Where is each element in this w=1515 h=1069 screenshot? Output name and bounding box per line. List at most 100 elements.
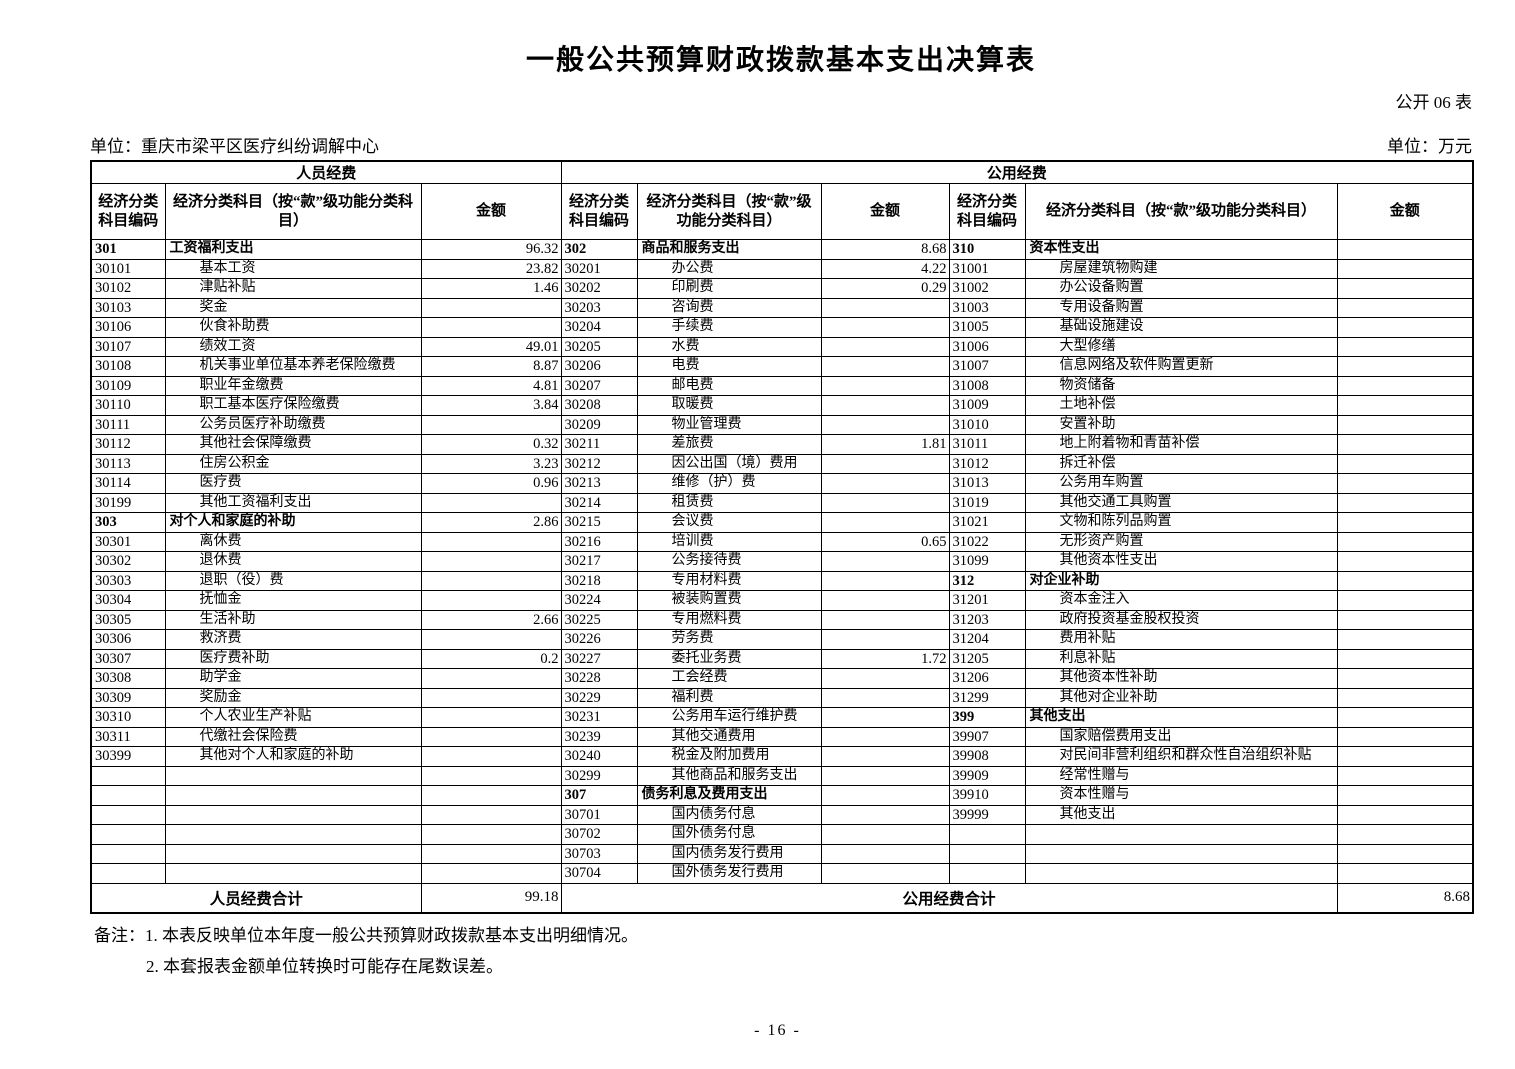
subject-cell: 对民间非营利组织和群众性自治组织补贴 — [1024, 746, 1338, 767]
amount-cell: 2.66 — [420, 609, 562, 630]
subject-cell: 资本金注入 — [1024, 590, 1338, 611]
amount-cell — [1336, 746, 1474, 767]
amount-cell: 23.82 — [420, 258, 562, 279]
amount-cell — [420, 297, 562, 318]
amount-cell — [420, 668, 562, 689]
table-row: 30305 生活补助 2.66 30225 专用燃料费 31203 政府投资基金股权投资 — [90, 609, 1474, 630]
amount-cell — [1336, 239, 1474, 260]
code-cell: 31204 — [948, 629, 1026, 650]
subject-cell: 机关事业单位基本养老保险缴费 — [164, 356, 422, 377]
table-row: 30299 其他商品和服务支出 39909 经常性赠与 — [90, 765, 1474, 786]
code-cell: 31203 — [948, 609, 1026, 630]
code-cell: 31299 — [948, 687, 1026, 708]
table-row: 30704 国外债务发行费用 — [90, 863, 1474, 884]
code-cell: 30301 — [90, 531, 166, 552]
notes: 备注：1. 本表反映单位本年度一般公共预算财政拨款基本支出明细情况。 2. 本套… — [94, 921, 1394, 982]
table-row: 30702 国外债务付息 — [90, 824, 1474, 845]
amount-cell — [420, 824, 562, 845]
amount-cell — [820, 551, 950, 572]
col-header-code-2: 经济分类科目编码 — [560, 183, 638, 240]
code-cell — [948, 824, 1026, 845]
subject-cell: 信息网络及软件购置更新 — [1024, 356, 1338, 377]
table-row: 301 工资福利支出 96.32 302 商品和服务支出 8.68 310 资本性支出 — [90, 239, 1474, 260]
amount-cell: 4.22 — [820, 258, 950, 279]
col-header-subject-3: 经济分类科目（按“款”级功能分类科目） — [1024, 183, 1338, 240]
code-cell: 39907 — [948, 726, 1026, 747]
code-cell: 31013 — [948, 473, 1026, 494]
table-row: 30311 代缴社会保险费 30239 其他交通费用 39907 国家赔偿费用支出 — [90, 726, 1474, 747]
amount-cell — [820, 336, 950, 357]
subject-cell: 其他交通费用 — [636, 726, 822, 747]
code-cell: 30303 — [90, 570, 166, 591]
code-cell: 31205 — [948, 648, 1026, 669]
amount-cell — [820, 512, 950, 533]
amount-cell — [820, 356, 950, 377]
table-row: 30112 其他社会保障缴费 0.32 30211 差旅费 1.81 31011 地上附着物和… — [90, 434, 1474, 455]
code-cell: 30201 — [560, 258, 638, 279]
personnel-total-amount: 99.18 — [420, 882, 562, 914]
subject-cell — [164, 765, 422, 786]
subject-cell: 国外债务付息 — [636, 824, 822, 845]
subject-cell: 基本工资 — [164, 258, 422, 279]
public-total-amount: 8.68 — [1336, 882, 1474, 914]
table-row: 30107 绩效工资 49.01 30205 水费 31006 大型修缮 — [90, 336, 1474, 357]
amount-cell — [420, 590, 562, 611]
subject-cell: 办公设备购置 — [1024, 278, 1338, 299]
table-row: 30301 离休费 30216 培训费 0.65 31022 无形资产购置 — [90, 531, 1474, 552]
subject-cell: 其他对个人和家庭的补助 — [164, 746, 422, 767]
subject-cell: 基础设施建设 — [1024, 317, 1338, 338]
code-cell: 30228 — [560, 668, 638, 689]
amount-cell — [820, 297, 950, 318]
amount-cell — [420, 707, 562, 728]
amount-cell — [420, 765, 562, 786]
table-row: 30309 奖励金 30229 福利费 31299 其他对企业补助 — [90, 687, 1474, 708]
code-cell: 30310 — [90, 707, 166, 728]
table-row: 303 对个人和家庭的补助 2.86 30215 会议费 31021 文物和陈列品购置 — [90, 512, 1474, 533]
code-cell: 31201 — [948, 590, 1026, 611]
group-header-row: 人员经费 公用经费 — [90, 160, 1474, 184]
code-cell: 30199 — [90, 492, 166, 513]
code-cell: 30308 — [90, 668, 166, 689]
col-header-subject-2: 经济分类科目（按“款”级功能分类科目） — [636, 183, 822, 240]
amount-cell: 8.87 — [420, 356, 562, 377]
table-row: 30303 退职（役）费 30218 专用材料费 312 对企业补助 — [90, 570, 1474, 591]
subject-cell — [164, 785, 422, 806]
subject-cell: 救济费 — [164, 629, 422, 650]
subject-cell: 其他交通工具购置 — [1024, 492, 1338, 513]
unit-currency-label: 单位：万元 — [1387, 137, 1472, 156]
amount-cell — [1336, 629, 1474, 650]
amount-cell: 1.46 — [420, 278, 562, 299]
amount-cell — [820, 375, 950, 396]
subject-cell: 水费 — [636, 336, 822, 357]
code-cell: 31008 — [948, 375, 1026, 396]
subject-cell: 工会经费 — [636, 668, 822, 689]
code-cell: 39909 — [948, 765, 1026, 786]
subject-cell: 职业年金缴费 — [164, 375, 422, 396]
subject-cell: 差旅费 — [636, 434, 822, 455]
code-cell: 399 — [948, 707, 1026, 728]
code-cell — [948, 843, 1026, 864]
table-row: 30306 救济费 30226 劳务费 31204 费用补贴 — [90, 629, 1474, 650]
amount-cell: 3.84 — [420, 395, 562, 416]
subject-cell — [1024, 843, 1338, 864]
amount-cell — [1336, 726, 1474, 747]
amount-cell — [820, 473, 950, 494]
code-cell — [948, 863, 1026, 884]
subject-cell: 税金及附加费用 — [636, 746, 822, 767]
code-cell: 31206 — [948, 668, 1026, 689]
code-cell: 30299 — [560, 765, 638, 786]
subject-cell: 因公出国（境）费用 — [636, 453, 822, 474]
code-cell: 30311 — [90, 726, 166, 747]
code-cell: 30110 — [90, 395, 166, 416]
amount-cell: 0.32 — [420, 434, 562, 455]
code-cell: 30215 — [560, 512, 638, 533]
subject-cell: 拆迁补偿 — [1024, 453, 1338, 474]
amount-cell — [1336, 648, 1474, 669]
amount-cell — [1336, 512, 1474, 533]
subject-cell: 国家赔偿费用支出 — [1024, 726, 1338, 747]
subject-cell: 福利费 — [636, 687, 822, 708]
subject-cell: 国外债务发行费用 — [636, 863, 822, 884]
amount-cell — [820, 726, 950, 747]
amount-cell — [1336, 317, 1474, 338]
